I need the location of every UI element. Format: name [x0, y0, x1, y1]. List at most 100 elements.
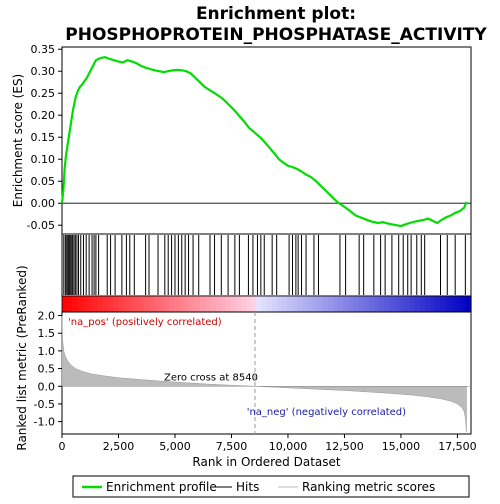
es-ytick-label: 0.35 [31, 43, 56, 56]
correlation-bar-segment [169, 296, 176, 312]
correlation-bar-segment [261, 296, 268, 312]
correlation-bar-segment [399, 296, 406, 312]
legend-label: Enrichment profile [106, 480, 217, 494]
correlation-bar-segment [465, 296, 472, 312]
correlation-bar-segment [154, 296, 160, 312]
correlation-bar-segment [87, 296, 94, 312]
correlation-bar-segment [404, 296, 411, 312]
enrichment-profile-line [60, 55, 468, 228]
metric-xlabel: Rank in Ordered Dataset [192, 455, 340, 469]
metric-xtick-label: 15,000 [382, 440, 421, 453]
correlation-bar-segment [102, 296, 109, 312]
correlation-bar-segment [286, 296, 293, 312]
es-ytick-label: 0.20 [31, 109, 56, 122]
metric-ytick-label: -0.5 [34, 398, 55, 411]
correlation-bar-segment [148, 296, 155, 312]
metric-ytick-label: 1.0 [38, 345, 56, 358]
correlation-bar-segment [353, 296, 360, 312]
metric-ytick-label: 0.5 [38, 363, 56, 376]
correlation-bar-panel [61, 295, 472, 313]
correlation-bar-segment [220, 296, 227, 312]
correlation-bar-segment [460, 296, 467, 312]
correlation-bar-segment [174, 296, 181, 312]
correlation-bar-segment [327, 296, 334, 312]
correlation-bar-segment [378, 296, 385, 312]
correlation-bar-segment [450, 296, 457, 312]
es-panel: -0.05 0.00 0.05 0.10 0.15 0.20 0.25 0.30 0.35 Enr… [11, 43, 472, 235]
correlation-bar-segment [368, 296, 375, 312]
chart-title-line-1: Enrichment plot: [196, 4, 356, 24]
correlation-bar-segment [430, 296, 436, 312]
correlation-bar-segment [62, 296, 68, 312]
correlation-bar-segment [67, 296, 73, 312]
correlation-bar-segment [159, 296, 165, 312]
correlation-bar-segment [414, 296, 421, 312]
correlation-bar-segment [72, 296, 78, 312]
es-ytick-label: 0.25 [31, 87, 56, 100]
correlation-bar-segment [302, 296, 308, 312]
correlation-bar-segment [246, 296, 252, 312]
correlation-bar-segment [143, 296, 150, 312]
correlation-bar-segment [251, 296, 257, 312]
correlation-bar-segment [384, 296, 390, 312]
correlation-bar-segment [225, 296, 232, 312]
es-ytick-label: 0.30 [31, 65, 56, 78]
metric-ytick-label: 2.0 [38, 310, 56, 323]
correlation-bar-segment [312, 296, 319, 312]
correlation-bar-segment [348, 296, 355, 312]
metric-ytick-label: 1.5 [38, 327, 56, 340]
es-plot-area [61, 46, 472, 235]
correlation-bar-segment [419, 296, 426, 312]
correlation-bar-segment [409, 296, 416, 312]
legend-label: Ranking metric scores [302, 480, 435, 494]
pos-label: 'na_pos' (positively correlated) [68, 317, 222, 328]
metric-xtick-label: 0 [59, 440, 66, 453]
es-ytick-label: 0.10 [31, 153, 56, 166]
correlation-bar-segment [189, 296, 196, 312]
metric-panel: Zero cross at 8540 'na_pos' (positively c… [15, 265, 477, 469]
correlation-bar-segment [82, 296, 89, 312]
metric-ytick-label: 0.0 [38, 380, 56, 393]
metric-xtick-label: 10,000 [269, 440, 308, 453]
correlation-bar-segment [435, 296, 441, 312]
correlation-bar-segment [133, 296, 140, 312]
es-ytick-label: 0.05 [31, 175, 56, 188]
correlation-bar-segment [210, 296, 216, 312]
correlation-bar-segment [276, 296, 283, 312]
correlation-bar-segment [256, 296, 262, 312]
correlation-bar-segment [200, 296, 206, 312]
correlation-bar-segment [358, 296, 365, 312]
correlation-bar-segment [97, 296, 104, 312]
correlation-bar-segment [394, 296, 401, 312]
legend: Enrichment profile Hits Ranking metric sco… [72, 475, 470, 498]
correlation-bar-segment [317, 296, 324, 312]
correlation-bar-segment [235, 296, 242, 312]
correlation-bar-segment [266, 296, 273, 312]
metric-ylabel: Ranked list metric (PreRanked) [15, 265, 29, 450]
correlation-bar-segment [123, 296, 130, 312]
correlation-bar-segment [138, 296, 145, 312]
correlation-bar-segment [215, 296, 222, 312]
correlation-bar-segment [240, 296, 247, 312]
correlation-bar-segment [455, 296, 462, 312]
chart-title-line-2: PHOSPHOPROTEIN_PHOSPHATASE_ACTIVITY [65, 25, 487, 45]
correlation-bar-segment [205, 296, 211, 312]
correlation-bar-segment [108, 296, 114, 312]
correlation-bar-segment [292, 296, 298, 312]
hits-panel [61, 233, 472, 297]
correlation-bar-segment [230, 296, 237, 312]
correlation-bar-segment [297, 296, 303, 312]
correlation-bar-segment [92, 296, 99, 312]
metric-xtick-label: 7,500 [216, 440, 248, 453]
metric-plot-area [61, 311, 472, 435]
correlation-bar-segment [281, 296, 288, 312]
metric-ytick-label: -1.0 [34, 416, 55, 429]
es-ytick-label: 0.15 [31, 131, 56, 144]
correlation-bar-segment [128, 296, 135, 312]
correlation-bar-segment [164, 296, 170, 312]
hits-area [61, 233, 472, 297]
legend-label: Hits [236, 480, 259, 494]
correlation-bar-segment [184, 296, 191, 312]
